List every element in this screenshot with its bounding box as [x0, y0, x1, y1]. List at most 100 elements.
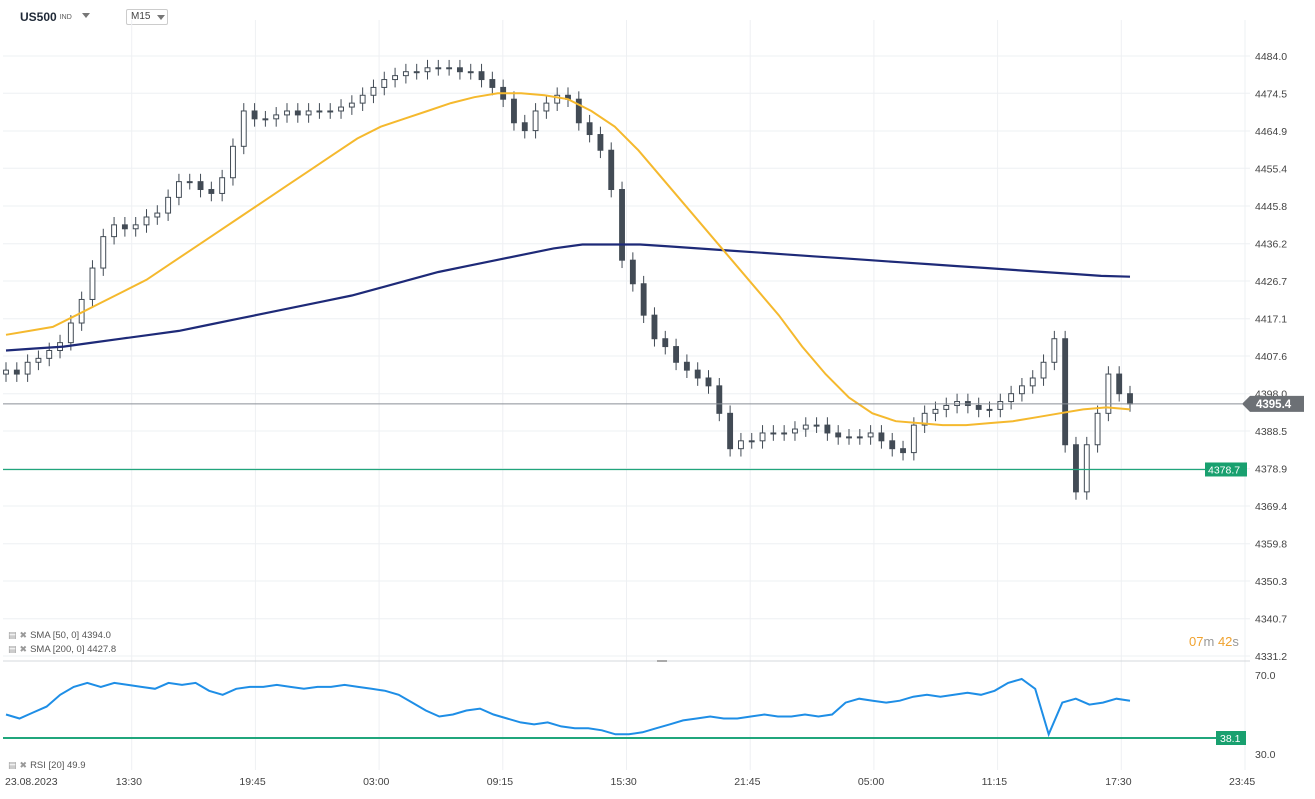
candle-body [13, 369, 20, 375]
candle-body [943, 404, 950, 410]
symbol-selector[interactable]: US500 IND [20, 10, 72, 24]
settings-icon[interactable]: ▤ [8, 760, 17, 770]
candle [294, 103, 301, 123]
candle [1094, 405, 1101, 453]
candle [305, 103, 312, 123]
candle-body [705, 377, 712, 387]
symbol-dropdown-icon[interactable] [82, 13, 90, 18]
rsi-level-value: 38.1 [1220, 733, 1241, 745]
candle-body [889, 440, 896, 450]
candle [1029, 370, 1036, 394]
legend-rsi[interactable]: ▤ ✖ RSI [20] 49.9 [8, 760, 86, 771]
candles [3, 59, 1133, 500]
candle-body [305, 110, 312, 116]
y-tick-label: 4388.5 [1255, 426, 1287, 438]
candle [262, 110, 269, 127]
candle-body [781, 432, 788, 435]
candle [673, 338, 680, 371]
candle-body [737, 440, 744, 450]
candle-body [121, 224, 128, 230]
candle-body [338, 106, 344, 112]
close-icon[interactable]: ✖ [19, 760, 28, 770]
candle-body [165, 196, 172, 214]
close-icon[interactable]: ✖ [19, 630, 28, 640]
candle-body [348, 102, 355, 108]
candle [219, 169, 226, 202]
candle-countdown: 07m 42s [1189, 634, 1239, 649]
candle [878, 425, 885, 449]
candle-body [1029, 377, 1036, 387]
candle [932, 401, 939, 422]
candle [1083, 436, 1090, 500]
candle [651, 307, 658, 347]
candle-body [673, 346, 680, 363]
candle-body [1062, 338, 1069, 446]
candle-body [716, 385, 723, 414]
x-tick-label: 05:00 [858, 776, 884, 788]
settings-icon[interactable]: ▤ [8, 644, 17, 654]
candle [824, 417, 831, 441]
candle-body [867, 432, 874, 438]
candle [543, 95, 550, 119]
legend-sma50[interactable]: ▤ ✖ SMA [50, 0] 4394.0 [8, 630, 111, 641]
candle [370, 79, 377, 104]
y-tick-label: 4340.7 [1255, 614, 1287, 626]
candle-body [370, 86, 377, 96]
y-tick-label: 4378.9 [1255, 464, 1287, 476]
x-tick-label: 17:30 [1105, 776, 1131, 788]
candle-body [197, 181, 204, 191]
candle-body [273, 114, 280, 120]
candle [100, 228, 107, 276]
timeframe-selector[interactable]: M15 [126, 9, 168, 25]
candle [770, 425, 777, 441]
candle [456, 59, 463, 80]
x-tick-label: 03:00 [363, 776, 389, 788]
x-tick-label: 19:45 [239, 776, 265, 788]
candle [46, 342, 53, 367]
candle [683, 354, 690, 378]
y-tick-label: 4464.9 [1255, 126, 1287, 138]
candle-body [143, 216, 150, 226]
candle-body [46, 350, 53, 359]
candle-body [35, 357, 42, 363]
settings-icon[interactable]: ▤ [8, 630, 17, 640]
candle-body [683, 361, 690, 371]
candle-body [1127, 393, 1133, 405]
close-icon[interactable]: ✖ [19, 644, 28, 654]
candle-body [489, 79, 496, 88]
rsi-tick-label: 30.0 [1255, 749, 1276, 761]
x-tick-label: 23:45 [1229, 776, 1255, 788]
candle-body [67, 322, 74, 344]
candle [737, 432, 744, 457]
candle-body [975, 404, 982, 410]
x-tick-label: 23.08.2023 [5, 776, 58, 788]
candle [727, 405, 734, 457]
legend-sma200[interactable]: ▤ ✖ SMA [200, 0] 4427.8 [8, 644, 116, 655]
sma50-label: SMA [50, 0] 4394.0 [30, 630, 111, 641]
candle [997, 393, 1004, 418]
candle-body [554, 94, 561, 104]
y-tick-label: 4445.8 [1255, 201, 1287, 213]
candle-body [846, 436, 852, 439]
candle-body [111, 224, 118, 238]
candle [910, 417, 917, 461]
candle [359, 87, 366, 111]
candle [511, 91, 517, 131]
candle-body [824, 424, 831, 434]
candle [792, 421, 798, 441]
sma200-label: SMA [200, 0] 4427.8 [30, 644, 117, 655]
symbol-name: US500 [20, 10, 57, 24]
candle [338, 99, 344, 119]
candle-body [230, 145, 236, 179]
candle [467, 63, 474, 80]
candle [89, 260, 96, 308]
candle-body [835, 432, 842, 438]
candle [716, 377, 723, 422]
y-tick-label: 4359.8 [1255, 539, 1287, 551]
candle [856, 429, 863, 445]
candle [586, 114, 593, 143]
candle [1105, 366, 1112, 422]
candle [1040, 354, 1047, 386]
candle-body [651, 314, 658, 340]
